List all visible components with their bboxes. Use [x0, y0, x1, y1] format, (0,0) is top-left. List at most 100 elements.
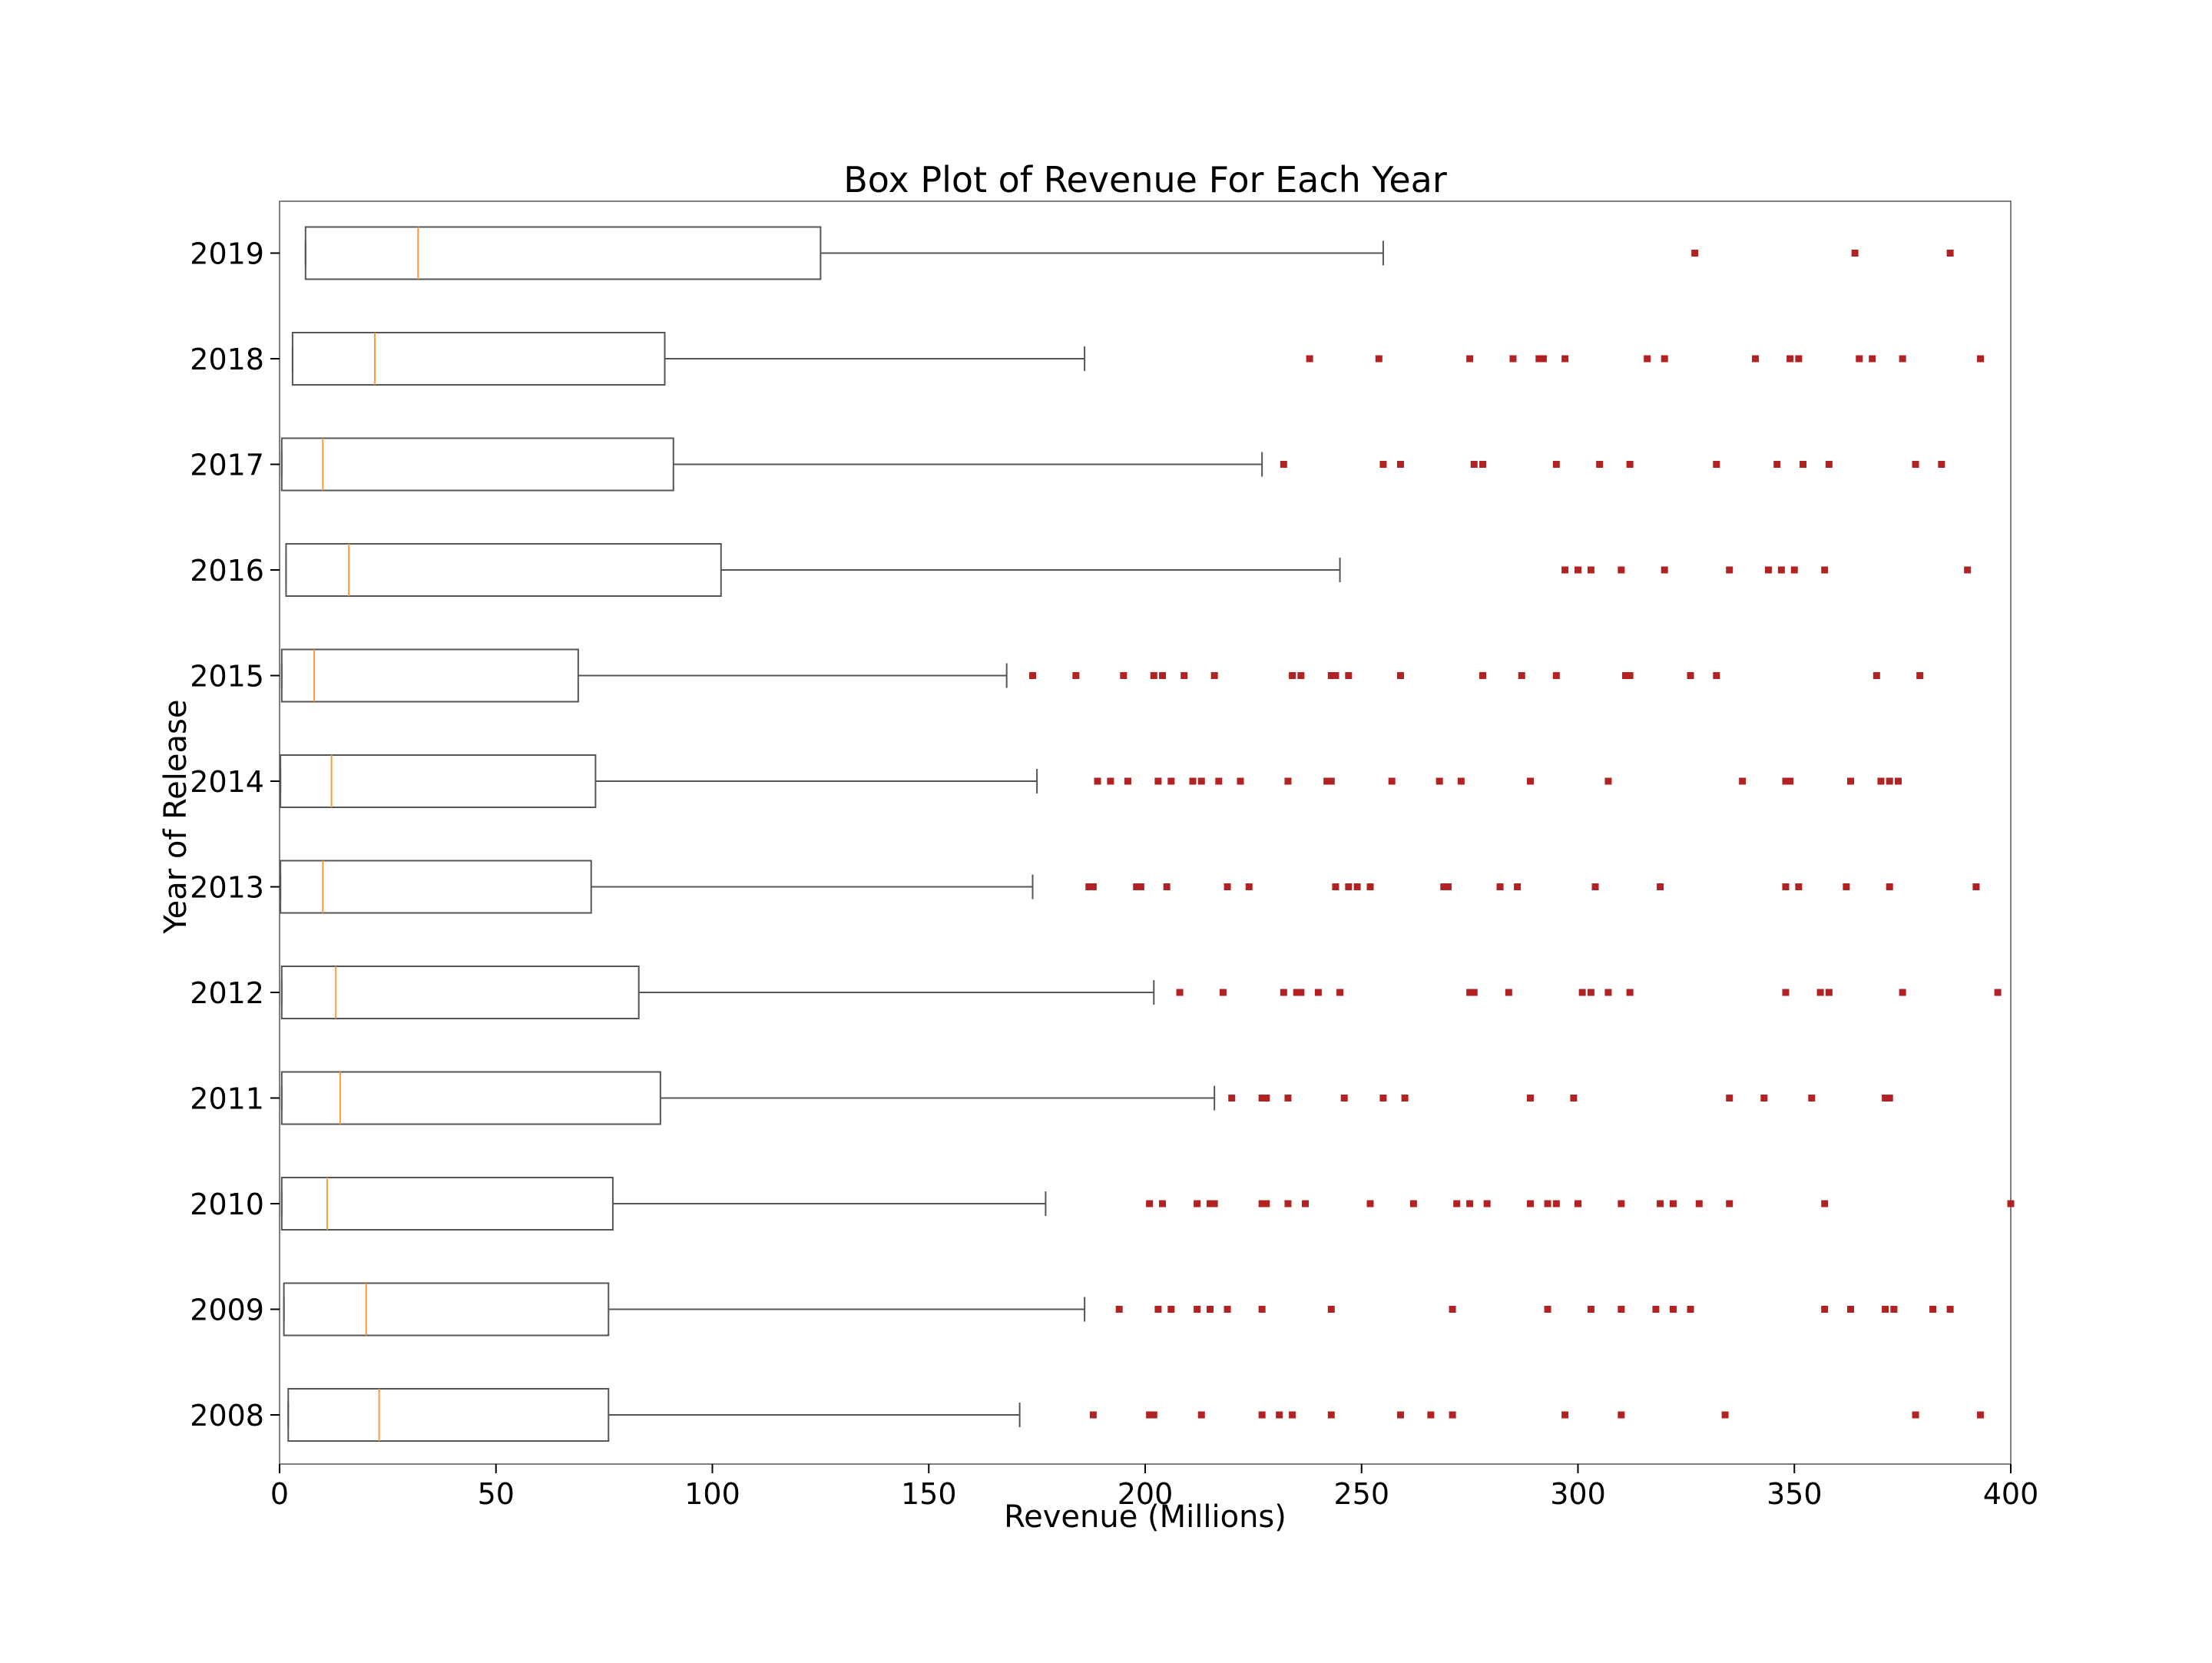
box-2012 [280, 966, 640, 1019]
outlier-point [1669, 1306, 1677, 1313]
outlier-point [1197, 777, 1205, 785]
outlier-point [1652, 1306, 1660, 1313]
outlier-point [1280, 989, 1287, 996]
outlier-point [1739, 777, 1747, 785]
y-tick-label: 2011 [190, 1082, 264, 1116]
outlier-point [1821, 566, 1829, 574]
outlier-point [1345, 883, 1353, 890]
outlier-point [1453, 1200, 1461, 1207]
outlier-point [1899, 989, 1906, 996]
outlier-point [1396, 1411, 1404, 1419]
outlier-point [1280, 461, 1287, 468]
outlier-point [1795, 883, 1803, 890]
outlier-point [1496, 883, 1504, 890]
outlier-point [1327, 1411, 1335, 1419]
outlier-point [1946, 250, 1954, 257]
outlier-point [1258, 1306, 1266, 1313]
outlier-point [1449, 1306, 1456, 1313]
x-tick-label: 150 [901, 1477, 957, 1511]
outlier-point [1877, 777, 1885, 785]
outlier-point [1527, 1200, 1535, 1207]
outlier-point [1284, 1200, 1292, 1207]
outlier-point [1306, 355, 1313, 363]
outlier-point [1449, 1411, 1456, 1419]
outlier-point [1258, 1095, 1266, 1101]
outlier-point [1760, 1095, 1768, 1101]
outlier-point [1435, 777, 1443, 785]
outlier-point [1284, 777, 1292, 785]
outlier-point [1912, 461, 1919, 468]
y-tick-label: 2018 [190, 343, 264, 376]
outlier-point [1167, 777, 1175, 785]
outlier-point [1466, 1200, 1474, 1207]
box-2018 [291, 332, 666, 386]
x-tick-label: 200 [1118, 1477, 1174, 1511]
outlier-point [1327, 777, 1335, 785]
box-2014 [280, 754, 597, 808]
outlier-point [1197, 1411, 1205, 1419]
outlier-point [1661, 355, 1668, 363]
outlier-point [1972, 883, 1980, 890]
outlier-point [2007, 1200, 2015, 1207]
outlier-point [1873, 672, 1880, 679]
outlier-point [1215, 777, 1223, 785]
outlier-point [1882, 1095, 1889, 1101]
outlier-point [1570, 1095, 1578, 1101]
outlier-point [1886, 1095, 1893, 1101]
outlier-point [1795, 355, 1803, 363]
y-tick-label: 2014 [190, 765, 264, 799]
outlier-point [1181, 672, 1188, 679]
outlier-point [1626, 461, 1634, 468]
outlier-point [1219, 989, 1227, 996]
outlier-point [1786, 355, 1794, 363]
outlier-point [1258, 1200, 1266, 1207]
outlier-point [1575, 1200, 1581, 1207]
outlier-point [1258, 1411, 1266, 1419]
outlier-point [1072, 672, 1080, 679]
outlier-point [1786, 777, 1794, 785]
outlier-point [1687, 1306, 1694, 1313]
outlier-point [1457, 777, 1465, 785]
outlier-point [1800, 461, 1807, 468]
outlier-point [1912, 1411, 1919, 1419]
outlier-point [1089, 1411, 1097, 1419]
outlier-point [1327, 1306, 1335, 1313]
outlier-point [1466, 355, 1474, 363]
outlier-point [1340, 1095, 1348, 1101]
outlier-point [1591, 883, 1599, 890]
outlier-point [1518, 672, 1525, 679]
outlier-point [1210, 672, 1218, 679]
outlier-point [1336, 989, 1344, 996]
outlier-point [1120, 672, 1128, 679]
outlier-point [1207, 1306, 1214, 1313]
outlier-point [1977, 355, 1985, 363]
outlier-point [1224, 1306, 1231, 1313]
outlier-point [1790, 566, 1798, 574]
outlier-point [1825, 989, 1833, 996]
box-2011 [280, 1071, 661, 1125]
y-axis-label: Year of Release [158, 700, 194, 935]
outlier-point [1782, 989, 1790, 996]
outlier-point [1479, 461, 1487, 468]
outlier-point [1578, 989, 1586, 996]
outlier-point [1808, 1095, 1816, 1101]
outlier-point [1847, 1306, 1855, 1313]
y-tick-label: 2010 [190, 1188, 264, 1221]
outlier-point [1561, 566, 1569, 574]
outlier-point [1409, 1200, 1417, 1207]
outlier-point [1150, 1411, 1157, 1419]
outlier-point [1575, 566, 1581, 574]
outlier-point [1332, 883, 1339, 890]
outlier-point [1301, 1200, 1309, 1207]
outlier-point [1726, 566, 1734, 574]
outlier-point [1596, 461, 1604, 468]
x-tick-label: 350 [1767, 1477, 1823, 1511]
outlier-point [1886, 777, 1893, 785]
outlier-point [1782, 883, 1790, 890]
outlier-point [1856, 355, 1863, 363]
outlier-point [1764, 566, 1772, 574]
outlier-point [1297, 672, 1305, 679]
outlier-point [1401, 1095, 1409, 1101]
outlier-point [1483, 1200, 1491, 1207]
